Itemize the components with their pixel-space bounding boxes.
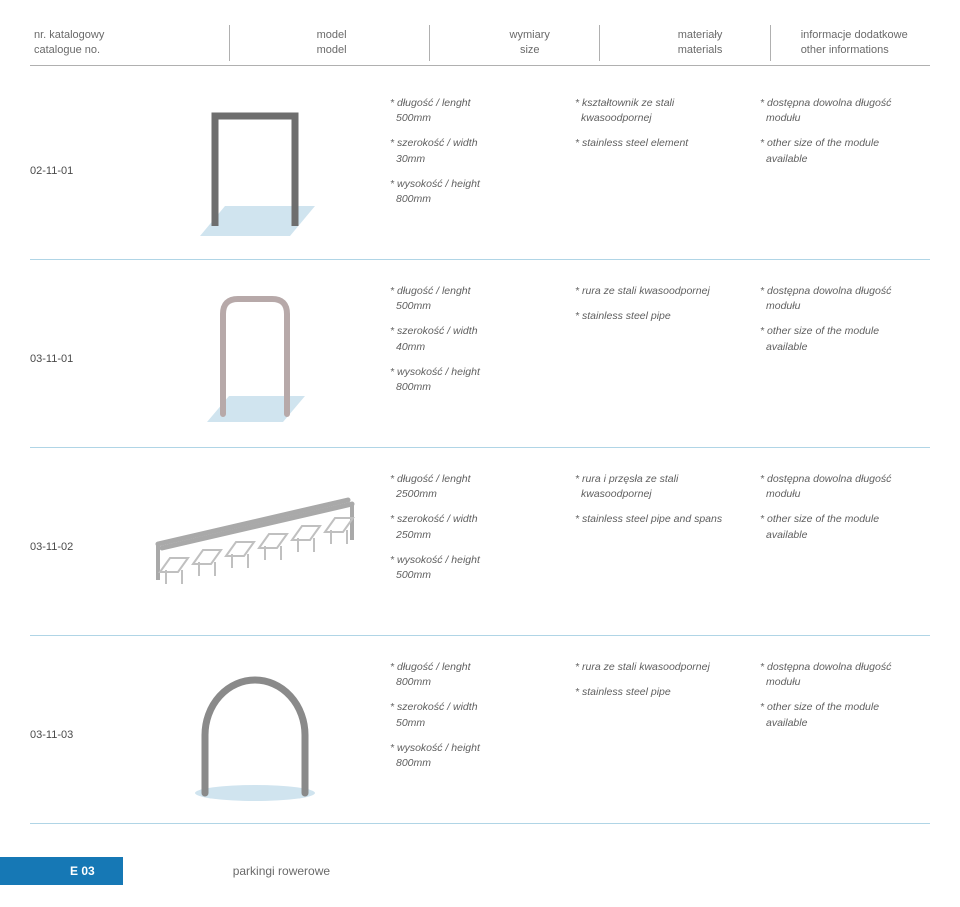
header-materials-pl: materiały (678, 28, 723, 43)
info-pl: * dostępna dowolna długośćmodułu (760, 284, 930, 314)
footer-title: parkingi rowerowe (233, 864, 330, 878)
width-spec: * szerokość / width30mm (390, 136, 575, 166)
info-en: * other size of the moduleavailable (760, 512, 930, 542)
header-materials-en: materials (678, 43, 723, 58)
header-info-pl: informacje dodatkowe (801, 28, 930, 43)
header-nr-en: catalogue no. (34, 43, 229, 58)
height-spec: * wysokość / height800mm (390, 741, 575, 771)
info-column: * dostępna dowolna długośćmodułu * other… (760, 96, 930, 249)
height-spec: * wysokość / height800mm (390, 365, 575, 395)
info-pl: * dostępna dowolna długośćmodułu (760, 96, 930, 126)
header-model-pl: model (317, 28, 347, 43)
dimensions-column: * długość / lenght500mm * szerokość / wi… (390, 284, 575, 437)
header-materials: materiały materials (600, 20, 769, 65)
header-model: model model (230, 20, 429, 65)
table-row: 03-11-02 * długość / lenght2500mm * szer… (30, 448, 930, 636)
info-column: * dostępna dowolna długośćmodułu * other… (760, 284, 930, 437)
catalogue-number: 03-11-02 (30, 468, 120, 625)
table-header: nr. katalogowy catalogue no. model model… (30, 20, 930, 66)
info-column: * dostępna dowolna długośćmodułu * other… (760, 472, 930, 625)
rows-container: 02-11-01 * długość / lenght500mm * szero… (30, 72, 930, 824)
materials-column: * rura ze stali kwasoodpornej * stainles… (575, 660, 760, 813)
dimensions-column: * długość / lenght500mm * szerokość / wi… (390, 96, 575, 249)
materials-column: * kształtownik ze stalikwasoodpornej * s… (575, 96, 760, 249)
material-pl: * kształtownik ze stalikwasoodpornej (575, 96, 760, 126)
info-en: * other size of the moduleavailable (760, 700, 930, 730)
header-nr: nr. katalogowy catalogue no. (30, 20, 229, 65)
height-spec: * wysokość / height500mm (390, 553, 575, 583)
header-info-en: other informations (801, 43, 930, 58)
materials-column: * rura i przęsła ze stalikwasoodpornej *… (575, 472, 760, 625)
length-spec: * długość / lenght500mm (390, 96, 575, 126)
material-pl: * rura ze stali kwasoodpornej (575, 284, 760, 299)
table-row: 03-11-01 * długość / lenght500mm * szero… (30, 260, 930, 448)
table-row: 03-11-03 * długość / lenght800mm * szero… (30, 636, 930, 824)
header-size-pl: wymiary (510, 28, 550, 43)
info-column: * dostępna dowolna długośćmodułu * other… (760, 660, 930, 813)
length-spec: * długość / lenght800mm (390, 660, 575, 690)
dimensions-column: * długość / lenght800mm * szerokość / wi… (390, 660, 575, 813)
header-size: wymiary size (430, 20, 599, 65)
material-en: * stainless steel pipe (575, 309, 760, 324)
header-size-en: size (520, 43, 540, 58)
header-info: informacje dodatkowe other informations (771, 20, 930, 65)
length-spec: * długość / lenght2500mm (390, 472, 575, 502)
dimensions-column: * długość / lenght2500mm * szerokość / w… (390, 472, 575, 625)
material-en: * stainless steel pipe (575, 685, 760, 700)
width-spec: * szerokość / width40mm (390, 324, 575, 354)
length-spec: * długość / lenght500mm (390, 284, 575, 314)
catalogue-number: 02-11-01 (30, 92, 120, 249)
footer: E 03 parkingi rowerowe (0, 857, 960, 885)
table-row: 02-11-01 * długość / lenght500mm * szero… (30, 72, 930, 260)
header-nr-pl: nr. katalogowy (34, 28, 229, 43)
info-en: * other size of the moduleavailable (760, 136, 930, 166)
model-image (120, 92, 390, 249)
model-image (120, 280, 390, 437)
footer-badge: E 03 (0, 857, 123, 885)
material-en: * stainless steel element (575, 136, 760, 151)
info-pl: * dostępna dowolna długośćmodułu (760, 660, 930, 690)
material-pl: * rura ze stali kwasoodpornej (575, 660, 760, 675)
material-pl: * rura i przęsła ze stalikwasoodpornej (575, 472, 760, 502)
catalogue-number: 03-11-03 (30, 656, 120, 813)
model-image (120, 468, 390, 625)
height-spec: * wysokość / height800mm (390, 177, 575, 207)
info-pl: * dostępna dowolna długośćmodułu (760, 472, 930, 502)
width-spec: * szerokość / width50mm (390, 700, 575, 730)
width-spec: * szerokość / width250mm (390, 512, 575, 542)
header-model-en: model (317, 43, 347, 58)
info-en: * other size of the moduleavailable (760, 324, 930, 354)
material-en: * stainless steel pipe and spans (575, 512, 760, 527)
materials-column: * rura ze stali kwasoodpornej * stainles… (575, 284, 760, 437)
model-image (120, 656, 390, 813)
catalogue-number: 03-11-01 (30, 280, 120, 437)
